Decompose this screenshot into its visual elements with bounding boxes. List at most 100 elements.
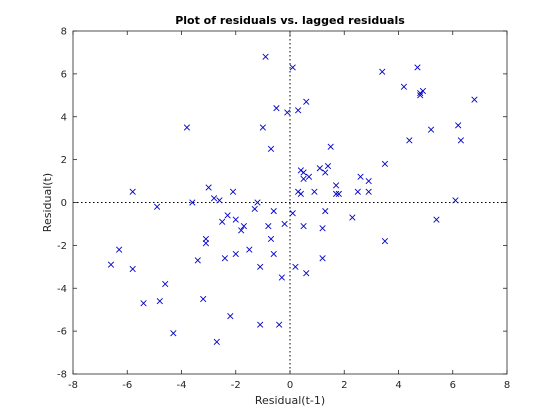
y-tick-label: 4 <box>61 112 67 123</box>
data-point <box>305 173 313 180</box>
data-point <box>381 160 389 168</box>
data-point <box>213 338 220 345</box>
data-point <box>140 300 147 307</box>
data-point <box>189 199 196 206</box>
data-point <box>227 313 234 320</box>
data-point <box>457 137 465 144</box>
data-point <box>319 255 326 262</box>
x-tick-label: 2 <box>341 380 347 391</box>
data-point <box>406 137 413 144</box>
data-point <box>257 321 264 328</box>
data-point <box>332 182 340 189</box>
data-point <box>221 255 229 262</box>
data-point <box>129 188 136 195</box>
data-point <box>433 216 440 223</box>
data-markers <box>107 53 478 345</box>
data-point <box>170 330 177 337</box>
data-point <box>295 107 302 114</box>
data-point <box>257 263 264 270</box>
data-point <box>205 184 212 191</box>
data-point <box>292 263 299 270</box>
data-point <box>316 165 323 172</box>
data-point <box>419 87 427 95</box>
data-point <box>270 250 277 258</box>
data-point <box>240 222 248 230</box>
data-point <box>153 203 161 210</box>
data-point <box>289 210 296 217</box>
data-point <box>303 98 310 105</box>
data-point <box>417 92 424 99</box>
data-point <box>427 126 435 133</box>
x-tick-label: -6 <box>122 380 132 391</box>
chart-title: Plot of residuals vs. lagged residuals <box>175 14 405 27</box>
data-point <box>471 96 478 103</box>
x-tick-label: -2 <box>231 380 241 391</box>
data-point <box>232 216 239 223</box>
data-point <box>194 257 201 264</box>
axis-tick-labels: -8 -6 -4 -2 0 2 4 6 8 -8 -6 -4 -2 0 2 4 6 8 <box>57 27 510 392</box>
data-point <box>115 246 123 253</box>
data-point <box>156 297 163 305</box>
data-point <box>324 162 332 170</box>
data-point <box>251 205 258 213</box>
y-axis-label: Residual(t) <box>41 173 54 232</box>
data-point <box>162 280 169 288</box>
data-point <box>281 220 288 228</box>
data-point <box>229 188 237 195</box>
data-point <box>259 124 266 131</box>
x-tick-label: 6 <box>450 380 456 391</box>
data-point <box>267 145 275 153</box>
data-point <box>297 190 304 198</box>
data-point <box>365 177 372 185</box>
data-point <box>379 68 386 75</box>
data-point <box>224 212 231 219</box>
data-point <box>246 246 253 253</box>
data-point <box>276 321 283 328</box>
data-point <box>265 222 272 230</box>
data-point <box>300 169 307 176</box>
data-point <box>202 240 210 247</box>
data-point <box>319 225 326 232</box>
y-tick-label: 2 <box>61 155 67 166</box>
data-point <box>300 222 307 230</box>
data-point <box>357 173 364 180</box>
y-tick-label: -8 <box>57 370 67 381</box>
data-point <box>267 235 275 243</box>
data-point <box>270 207 277 215</box>
data-point <box>365 188 372 195</box>
data-point <box>332 190 340 198</box>
data-point <box>303 270 310 277</box>
data-point <box>273 105 280 112</box>
data-point <box>254 199 261 206</box>
data-point <box>129 265 136 273</box>
x-tick-label: 4 <box>395 380 401 391</box>
x-tick-label: 8 <box>504 380 510 391</box>
x-tick-label: 0 <box>287 380 293 391</box>
data-point <box>354 188 361 195</box>
y-tick-label: 6 <box>61 69 67 80</box>
data-point <box>349 214 356 221</box>
data-point <box>381 237 389 245</box>
y-tick-label: -6 <box>57 327 67 338</box>
y-tick-label: -4 <box>57 284 67 295</box>
data-point <box>311 188 318 195</box>
data-point <box>322 207 329 215</box>
data-point <box>238 227 245 234</box>
data-point <box>183 124 191 131</box>
data-point <box>455 122 462 129</box>
axes-frame <box>72 30 508 375</box>
data-point <box>232 250 239 258</box>
data-point <box>107 261 115 268</box>
data-point <box>262 53 269 60</box>
data-point <box>216 197 223 204</box>
data-point <box>327 143 334 150</box>
y-tick-label: 0 <box>61 198 67 209</box>
y-tick-label: 8 <box>61 27 67 38</box>
x-axis-label: Residual(t-1) <box>255 394 325 407</box>
x-tick-label: -8 <box>68 380 78 391</box>
x-tick-label: -4 <box>177 380 187 391</box>
data-point <box>400 83 408 90</box>
data-point <box>219 218 226 225</box>
data-point <box>200 295 207 303</box>
